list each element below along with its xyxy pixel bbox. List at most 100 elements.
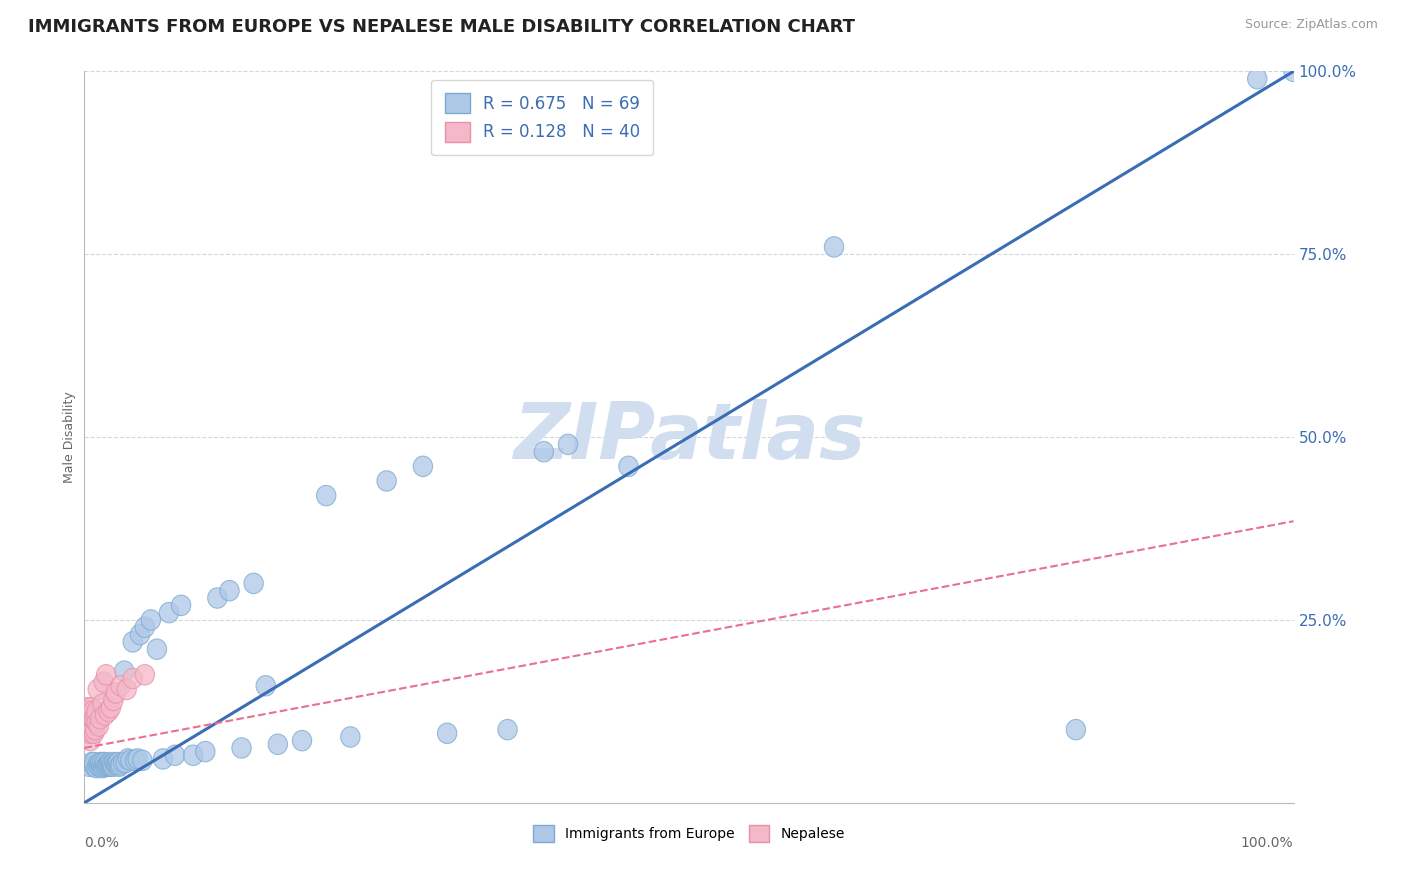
Ellipse shape — [84, 708, 104, 729]
Ellipse shape — [76, 705, 96, 725]
Ellipse shape — [86, 705, 105, 725]
Ellipse shape — [101, 754, 121, 774]
Ellipse shape — [80, 720, 98, 739]
Ellipse shape — [96, 752, 115, 772]
Ellipse shape — [90, 708, 110, 729]
Ellipse shape — [195, 741, 215, 762]
Ellipse shape — [232, 738, 252, 758]
Ellipse shape — [89, 756, 108, 776]
Ellipse shape — [93, 694, 112, 714]
Ellipse shape — [98, 701, 118, 722]
Ellipse shape — [340, 727, 360, 747]
Ellipse shape — [132, 750, 152, 771]
Ellipse shape — [135, 617, 155, 638]
Ellipse shape — [1247, 69, 1267, 89]
Ellipse shape — [82, 752, 101, 772]
Ellipse shape — [115, 661, 134, 681]
Ellipse shape — [101, 756, 121, 776]
Ellipse shape — [219, 581, 239, 601]
Text: 0.0%: 0.0% — [84, 836, 120, 850]
Ellipse shape — [124, 668, 142, 689]
Ellipse shape — [80, 756, 98, 776]
Ellipse shape — [111, 755, 131, 775]
Ellipse shape — [125, 750, 145, 771]
Ellipse shape — [83, 708, 103, 729]
Ellipse shape — [269, 734, 287, 755]
Ellipse shape — [94, 756, 114, 776]
Ellipse shape — [103, 755, 122, 775]
Ellipse shape — [117, 679, 136, 699]
Ellipse shape — [84, 756, 104, 776]
Text: IMMIGRANTS FROM EUROPE VS NEPALESE MALE DISABILITY CORRELATION CHART: IMMIGRANTS FROM EUROPE VS NEPALESE MALE … — [28, 18, 855, 36]
Ellipse shape — [79, 723, 97, 744]
Ellipse shape — [80, 731, 100, 751]
Ellipse shape — [90, 752, 110, 772]
Ellipse shape — [534, 442, 554, 462]
Ellipse shape — [292, 731, 312, 751]
Ellipse shape — [89, 679, 107, 699]
Ellipse shape — [166, 745, 184, 765]
Ellipse shape — [111, 675, 131, 696]
Ellipse shape — [98, 756, 118, 776]
Ellipse shape — [128, 748, 148, 769]
Ellipse shape — [97, 755, 117, 775]
Ellipse shape — [97, 665, 115, 685]
Ellipse shape — [108, 752, 128, 772]
Ellipse shape — [77, 723, 97, 744]
Ellipse shape — [101, 698, 121, 718]
Ellipse shape — [159, 602, 179, 623]
Ellipse shape — [96, 755, 115, 775]
Ellipse shape — [84, 752, 104, 772]
Ellipse shape — [93, 752, 112, 772]
Ellipse shape — [83, 701, 103, 722]
Ellipse shape — [184, 745, 202, 765]
Ellipse shape — [77, 698, 97, 718]
Ellipse shape — [437, 723, 457, 744]
Ellipse shape — [114, 752, 132, 772]
Ellipse shape — [90, 754, 110, 774]
Ellipse shape — [89, 755, 107, 775]
Ellipse shape — [413, 456, 433, 476]
Ellipse shape — [105, 752, 124, 772]
Ellipse shape — [824, 236, 844, 257]
Ellipse shape — [83, 720, 103, 739]
Ellipse shape — [107, 754, 127, 774]
Ellipse shape — [93, 757, 112, 778]
Ellipse shape — [118, 748, 138, 769]
Text: 100.0%: 100.0% — [1241, 836, 1294, 850]
Ellipse shape — [84, 723, 104, 744]
Ellipse shape — [100, 752, 120, 772]
Ellipse shape — [79, 701, 97, 722]
Ellipse shape — [96, 705, 115, 725]
Ellipse shape — [79, 708, 97, 729]
Ellipse shape — [87, 757, 105, 778]
Y-axis label: Male Disability: Male Disability — [63, 392, 76, 483]
Ellipse shape — [619, 456, 638, 476]
Ellipse shape — [316, 485, 336, 506]
Ellipse shape — [131, 624, 149, 645]
Ellipse shape — [153, 748, 173, 769]
Ellipse shape — [124, 632, 142, 652]
Ellipse shape — [87, 712, 105, 732]
Ellipse shape — [105, 683, 125, 703]
Ellipse shape — [141, 610, 160, 630]
Text: Source: ZipAtlas.com: Source: ZipAtlas.com — [1244, 18, 1378, 31]
Ellipse shape — [172, 595, 191, 615]
Ellipse shape — [94, 672, 114, 692]
Ellipse shape — [148, 639, 166, 659]
Ellipse shape — [91, 756, 111, 776]
Ellipse shape — [110, 756, 129, 776]
Ellipse shape — [82, 698, 101, 718]
Ellipse shape — [1284, 62, 1303, 81]
Legend: Immigrants from Europe, Nepalese: Immigrants from Europe, Nepalese — [527, 819, 851, 847]
Ellipse shape — [98, 754, 118, 774]
Ellipse shape — [498, 720, 517, 739]
Ellipse shape — [115, 752, 135, 772]
Text: ZIPatlas: ZIPatlas — [513, 399, 865, 475]
Ellipse shape — [104, 756, 124, 776]
Ellipse shape — [97, 756, 115, 776]
Ellipse shape — [208, 588, 226, 608]
Ellipse shape — [86, 720, 105, 739]
Ellipse shape — [87, 701, 105, 722]
Ellipse shape — [245, 574, 263, 593]
